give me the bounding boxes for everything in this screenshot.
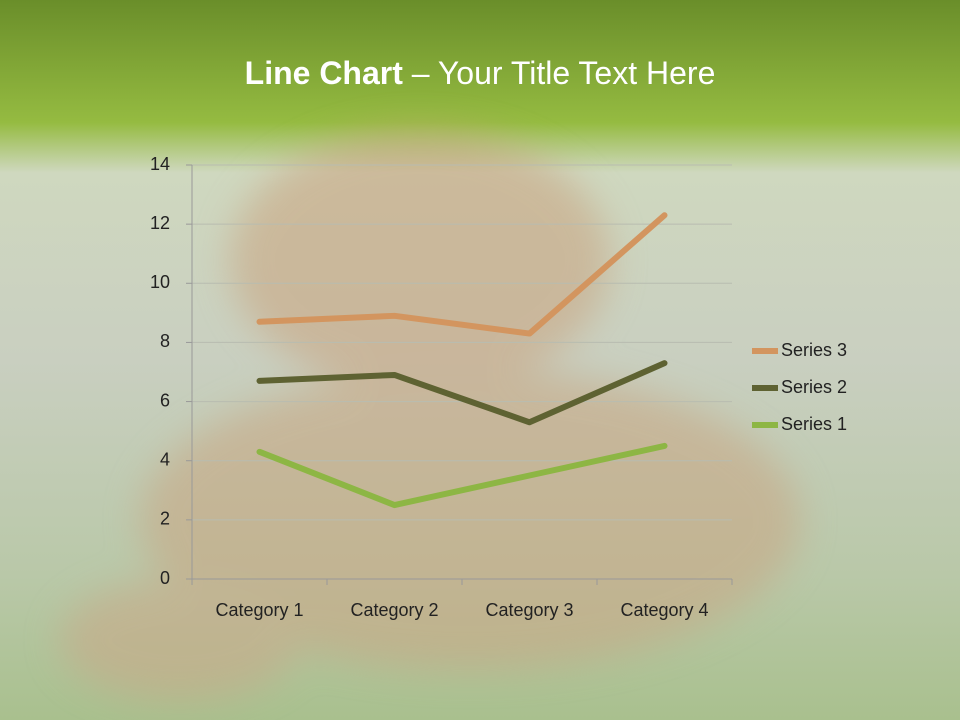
y-tick-label: 2 [160, 509, 170, 529]
y-tick-label: 10 [150, 272, 170, 292]
chart-title: Line Chart – Your Title Text Here [245, 55, 716, 91]
y-tick-label: 12 [150, 213, 170, 233]
series-line [256, 442, 668, 509]
y-tick-label: 14 [150, 154, 170, 174]
y-tick-label: 0 [160, 568, 170, 588]
x-tick-label: Category 4 [620, 600, 708, 620]
legend-label: Series 2 [781, 377, 847, 397]
y-tick-label: 6 [160, 390, 170, 410]
y-tick-label: 4 [160, 449, 170, 469]
title-bold: Line Chart [245, 55, 404, 91]
x-tick-label: Category 2 [350, 600, 438, 620]
legend-label: Series 3 [781, 340, 847, 360]
x-tick-label: Category 3 [485, 600, 573, 620]
series-line [256, 212, 668, 337]
title-rest: – Your Title Text Here [403, 55, 715, 91]
series-line [256, 360, 668, 426]
y-tick-label: 8 [160, 331, 170, 351]
legend-label: Series 1 [781, 414, 847, 434]
x-tick-label: Category 1 [215, 600, 303, 620]
